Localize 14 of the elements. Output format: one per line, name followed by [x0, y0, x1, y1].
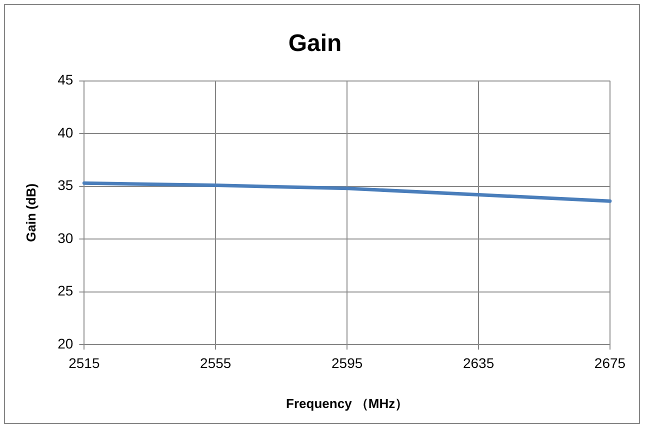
x-tick-label: 2595 — [332, 354, 363, 371]
x-tick-label: 2635 — [462, 354, 494, 371]
y-tick-label: 30 — [58, 230, 74, 246]
x-axis-title: Frequency （MHz） — [286, 396, 408, 411]
chart-title: Gain — [288, 30, 342, 58]
y-tick-label: 25 — [58, 282, 74, 299]
x-tick-label: 2555 — [200, 354, 232, 371]
y-tick-label: 40 — [58, 124, 74, 140]
y-axis-title: Gain (dB) — [23, 183, 38, 242]
y-tick-label: 20 — [58, 335, 74, 352]
x-tick-label: 2675 — [594, 354, 626, 371]
y-tick-label: 35 — [58, 177, 74, 194]
y-tick-label: 45 — [58, 72, 74, 88]
x-tick-label: 2515 — [68, 354, 100, 371]
